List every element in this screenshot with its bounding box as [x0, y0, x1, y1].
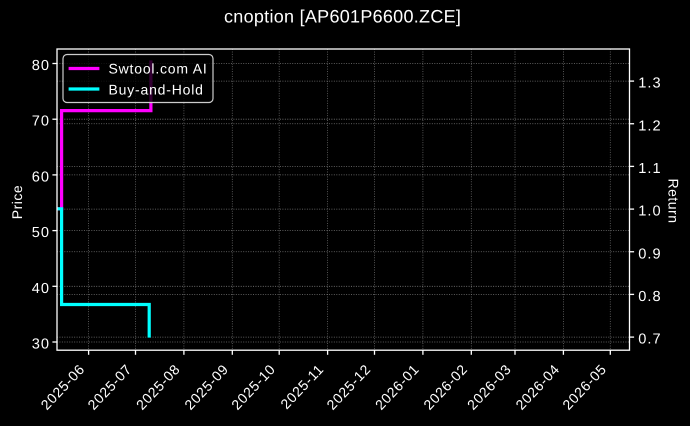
- svg-text:1.3: 1.3: [638, 76, 661, 92]
- svg-text:cnoption [AP601P6600.ZCE]: cnoption [AP601P6600.ZCE]: [224, 7, 461, 27]
- svg-text:1.0: 1.0: [638, 204, 661, 220]
- svg-text:1.2: 1.2: [638, 118, 661, 134]
- svg-text:30: 30: [32, 337, 50, 353]
- svg-text:80: 80: [32, 58, 50, 74]
- svg-text:0.9: 0.9: [638, 246, 661, 262]
- svg-text:Price: Price: [9, 185, 25, 219]
- svg-text:60: 60: [32, 169, 50, 185]
- svg-text:Buy-and-Hold: Buy-and-Hold: [109, 82, 204, 98]
- svg-text:50: 50: [32, 225, 50, 241]
- svg-text:70: 70: [32, 114, 50, 130]
- svg-text:1.1: 1.1: [638, 161, 661, 177]
- svg-text:40: 40: [32, 281, 50, 297]
- svg-text:Return: Return: [666, 178, 682, 223]
- svg-text:0.7: 0.7: [638, 332, 661, 348]
- svg-text:Swtool.com AI: Swtool.com AI: [109, 60, 208, 76]
- svg-text:0.8: 0.8: [638, 289, 661, 305]
